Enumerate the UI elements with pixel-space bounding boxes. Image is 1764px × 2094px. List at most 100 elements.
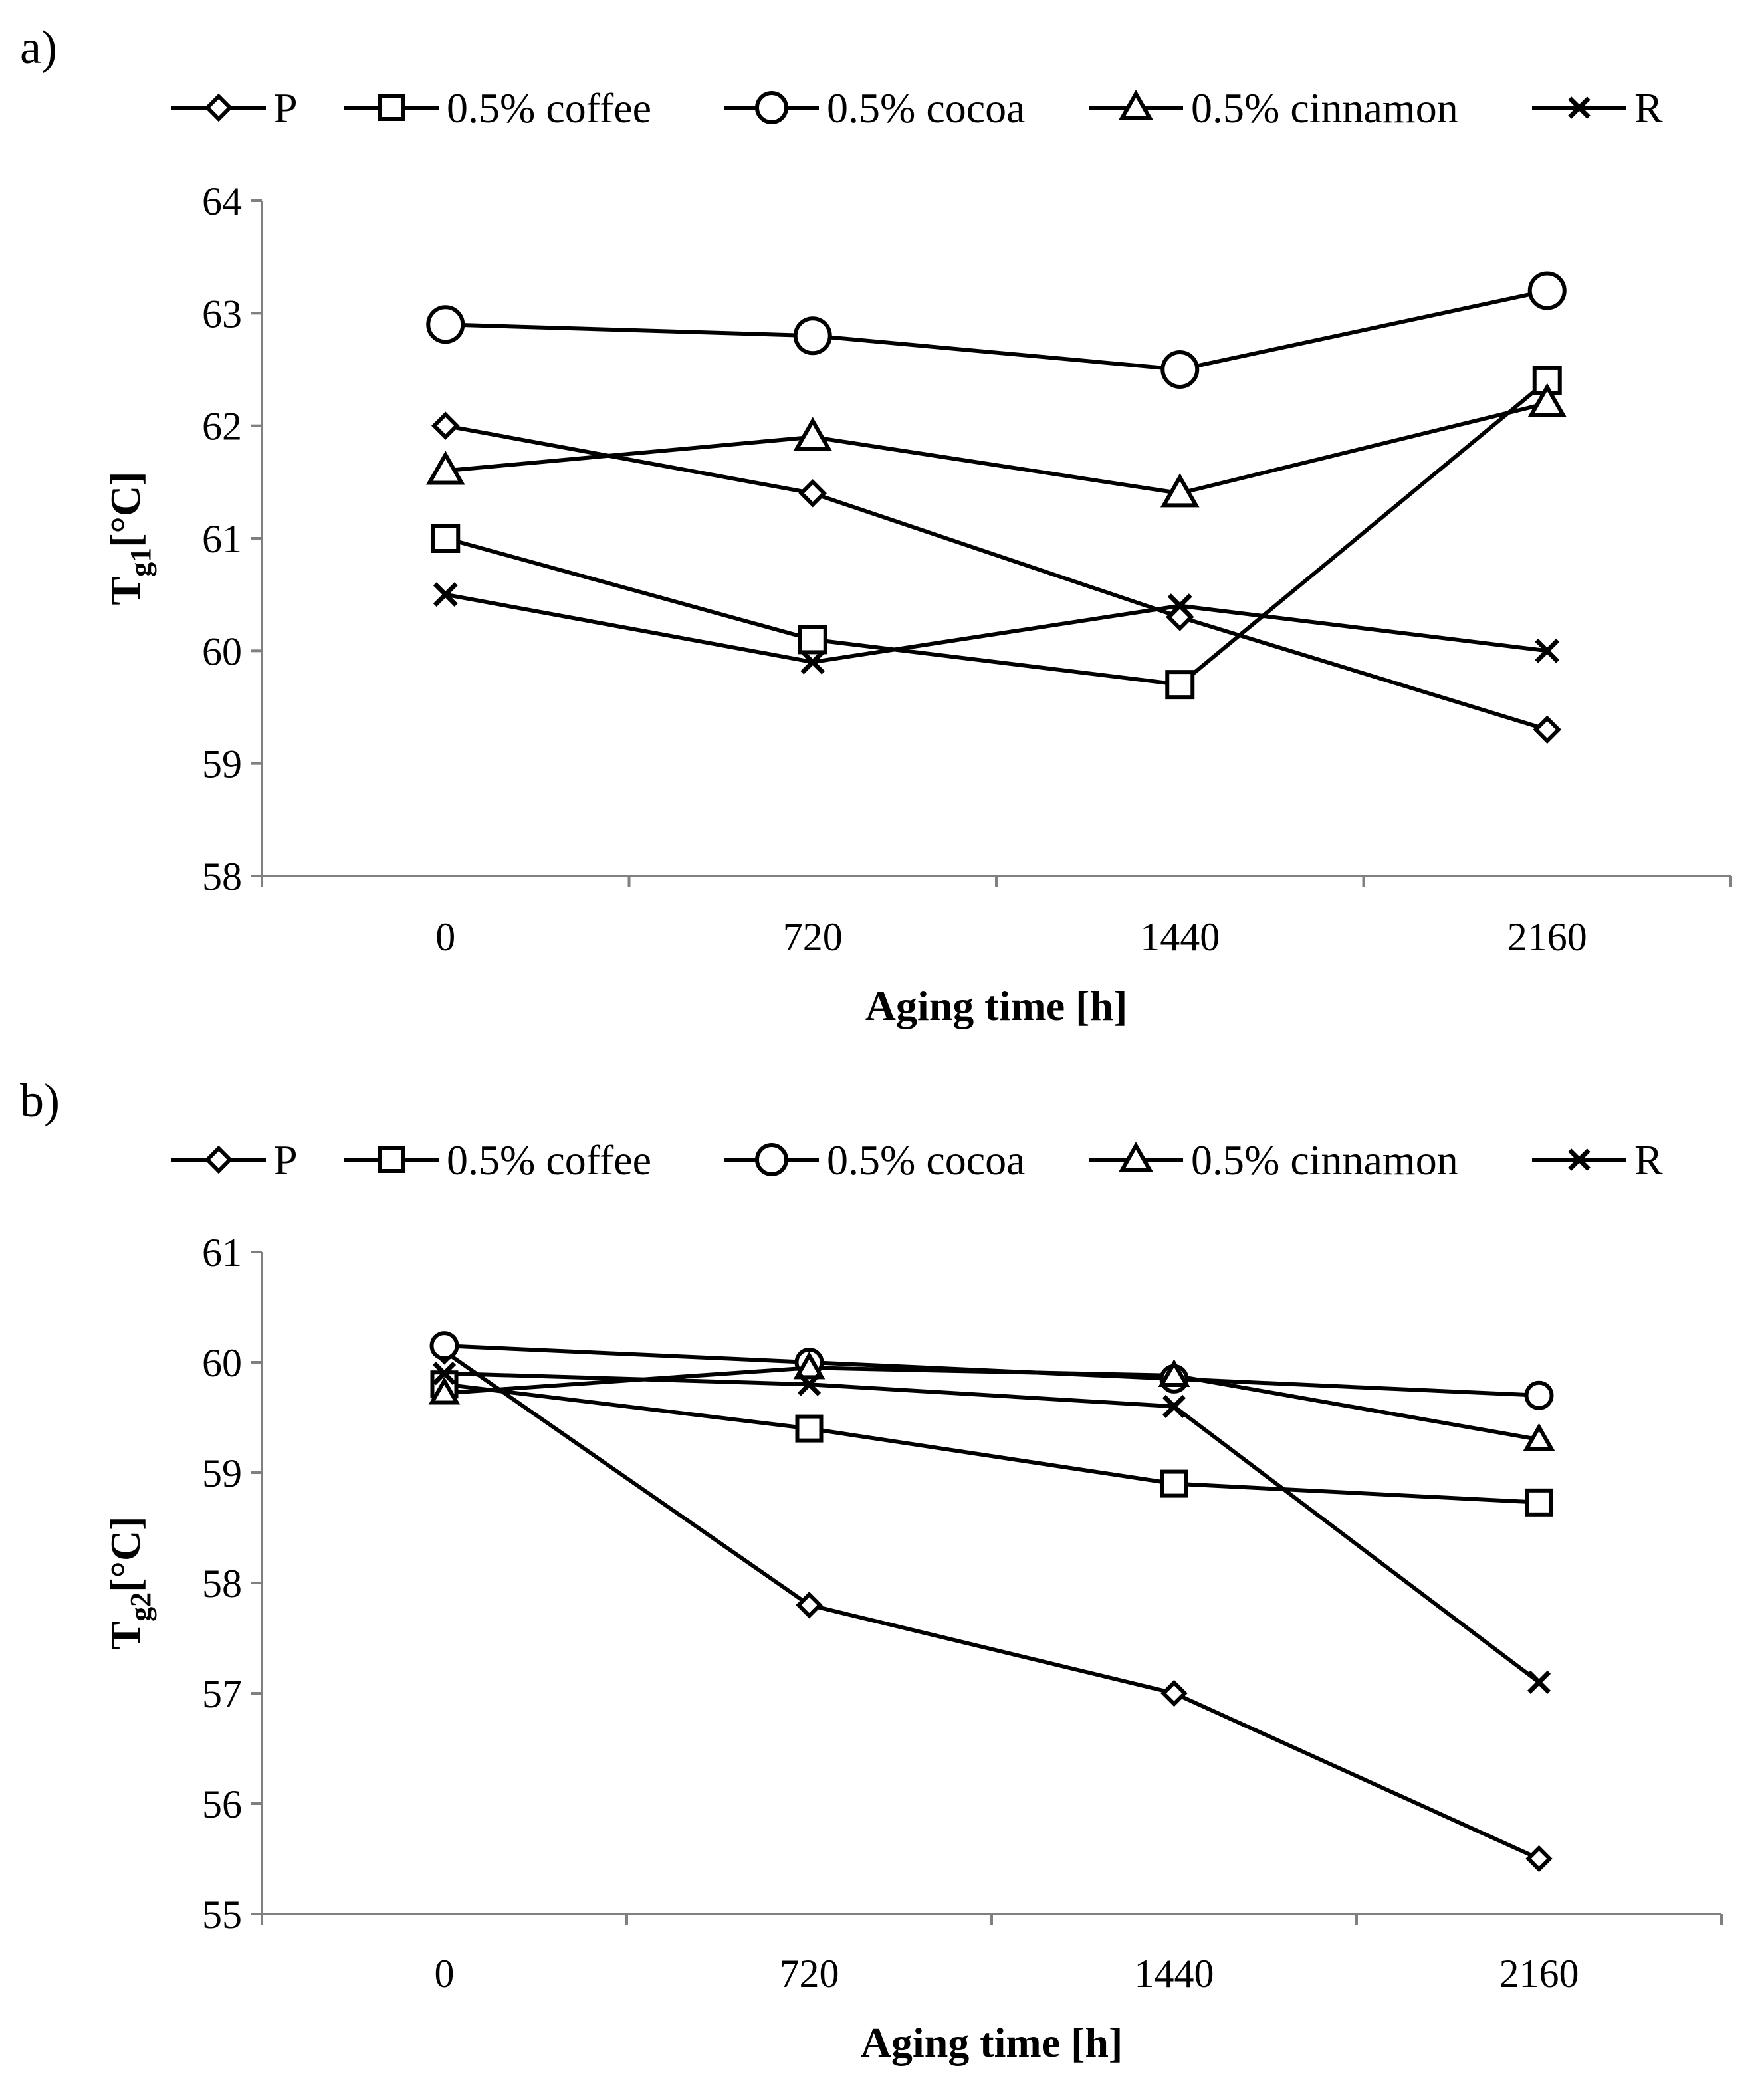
data-point bbox=[1524, 1380, 1554, 1410]
data-point bbox=[795, 1414, 824, 1443]
y-axis-title-unit: [°C] bbox=[102, 471, 149, 547]
series-markers-x bbox=[432, 1362, 1551, 1694]
data-point bbox=[793, 1351, 826, 1380]
data-point bbox=[429, 1331, 459, 1361]
chart-panel: b) P 0.5% coffee 0.5% cocoa 0.5% cinnamon R 55… bbox=[20, 1074, 1723, 2066]
legend-item: P bbox=[171, 1136, 298, 1184]
series-triangle bbox=[445, 401, 1548, 496]
data-point bbox=[1165, 670, 1195, 700]
data-point bbox=[431, 411, 460, 440]
legend-item: 0.5% cinnamon bbox=[1089, 84, 1458, 132]
y-tick-label: 58 bbox=[202, 1562, 242, 1606]
legend-item: 0.5% coffee bbox=[344, 1136, 651, 1184]
data-point bbox=[1158, 1359, 1190, 1387]
legend-marker bbox=[755, 1143, 788, 1176]
y-tick-label: 60 bbox=[202, 1341, 242, 1385]
data-point bbox=[426, 305, 465, 344]
legend: P 0.5% coffee 0.5% cocoa 0.5% cinnamon R bbox=[171, 1136, 1663, 1184]
legend-label: 0.5% coffee bbox=[447, 84, 651, 132]
series-markers-diamond bbox=[431, 1338, 1553, 1873]
legend-marker bbox=[1118, 1142, 1154, 1172]
series-line bbox=[445, 592, 1548, 665]
legend-item: 0.5% coffee bbox=[344, 84, 651, 132]
x-tick-label: 0 bbox=[435, 1952, 455, 1996]
data-point bbox=[428, 1376, 461, 1405]
y-axis-title-main: T bbox=[102, 1622, 149, 1650]
panel-label: a) bbox=[20, 21, 57, 74]
data-point bbox=[1527, 271, 1567, 310]
legend-marker bbox=[204, 93, 233, 122]
legend-item: 0.5% cocoa bbox=[724, 84, 1026, 132]
data-point bbox=[1523, 1423, 1555, 1451]
legend-marker bbox=[378, 94, 405, 121]
legend-label: P bbox=[274, 1136, 298, 1184]
chart-panel: a) P 0.5% coffee 0.5% cocoa 0.5% cinnamon R 58… bbox=[20, 21, 1732, 1029]
y-tick-label: 61 bbox=[202, 517, 242, 561]
y-axis-title-sub: g2 bbox=[124, 1592, 157, 1622]
series-markers-triangle bbox=[425, 383, 1567, 508]
data-point bbox=[1160, 1469, 1188, 1498]
x-tick-label: 0 bbox=[435, 915, 455, 959]
series-circle bbox=[445, 288, 1548, 371]
series-x bbox=[445, 592, 1548, 665]
series-line bbox=[444, 1382, 1539, 1505]
data-point bbox=[1525, 1845, 1553, 1873]
series-square bbox=[444, 1382, 1539, 1505]
legend-label: R bbox=[1634, 84, 1663, 132]
series-square bbox=[445, 379, 1549, 687]
legend-label: 0.5% cinnamon bbox=[1191, 1136, 1458, 1184]
x-tick-label: 2160 bbox=[1507, 915, 1587, 959]
y-tick-label: 57 bbox=[202, 1672, 242, 1716]
series-x bbox=[444, 1371, 1541, 1684]
series-markers-circle bbox=[426, 271, 1567, 389]
x-tick-label: 720 bbox=[783, 915, 843, 959]
data-point bbox=[433, 582, 458, 607]
data-point bbox=[793, 417, 833, 451]
data-point bbox=[1160, 473, 1200, 508]
legend-label: 0.5% cinnamon bbox=[1191, 84, 1458, 132]
legend-item: R bbox=[1532, 1136, 1663, 1184]
legend-marker bbox=[1568, 96, 1591, 119]
data-point bbox=[425, 451, 465, 485]
x-tick-label: 1440 bbox=[1135, 1952, 1214, 1996]
legend-label: 0.5% cocoa bbox=[827, 1136, 1026, 1184]
series-line bbox=[445, 401, 1548, 496]
x-tick-label: 720 bbox=[780, 1952, 839, 1996]
data-point bbox=[432, 1362, 457, 1386]
legend-label: 0.5% cocoa bbox=[827, 84, 1026, 132]
data-point bbox=[1166, 603, 1194, 631]
y-tick-label: 63 bbox=[202, 292, 242, 336]
data-point bbox=[1527, 1670, 1551, 1694]
data-point bbox=[800, 649, 826, 675]
y-tick-label: 55 bbox=[202, 1893, 242, 1937]
data-point bbox=[796, 1591, 823, 1619]
series-line bbox=[445, 288, 1548, 371]
legend-label: 0.5% coffee bbox=[447, 1136, 651, 1184]
data-point bbox=[798, 479, 827, 508]
data-point bbox=[797, 1372, 822, 1396]
y-axis-title-sub: g1 bbox=[124, 548, 157, 577]
legend-marker bbox=[378, 1146, 405, 1173]
y-tick-label: 60 bbox=[202, 629, 242, 673]
series-markers-triangle bbox=[428, 1351, 1555, 1451]
data-point bbox=[1160, 1679, 1188, 1707]
y-axis-title-unit: [°C] bbox=[102, 1516, 149, 1592]
legend-marker bbox=[1118, 90, 1154, 120]
axes: 58 59 60 61 62 63 64 0 720 1440 2160 bbox=[202, 179, 1732, 959]
x-tick-label: 2160 bbox=[1499, 1952, 1579, 1996]
legend: P 0.5% coffee 0.5% cocoa 0.5% cinnamon R bbox=[171, 84, 1663, 132]
y-tick-label: 64 bbox=[202, 179, 242, 223]
y-tick-label: 62 bbox=[202, 405, 242, 449]
legend-item: R bbox=[1532, 84, 1663, 132]
y-axis-title-main: T bbox=[102, 577, 149, 605]
series-markers-square bbox=[431, 366, 1562, 700]
legend-marker bbox=[204, 1145, 233, 1174]
x-axis-title: Aging time [h] bbox=[861, 2019, 1123, 2066]
y-axis-title: Tg1[°C] bbox=[102, 471, 157, 605]
data-point bbox=[793, 316, 832, 356]
legend-item: 0.5% cocoa bbox=[724, 1136, 1026, 1184]
x-tick-label: 1440 bbox=[1140, 915, 1220, 959]
series-diamond bbox=[445, 423, 1548, 732]
legend-item: P bbox=[171, 84, 298, 132]
